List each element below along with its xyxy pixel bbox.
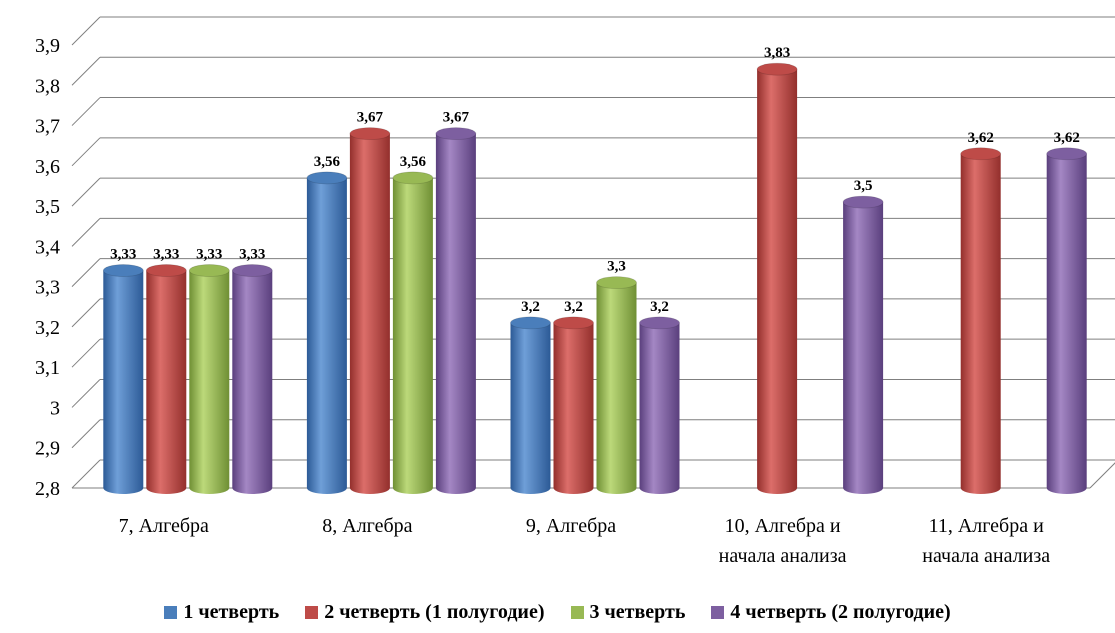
gridline	[71, 97, 1115, 126]
data-label: 3,2	[521, 299, 540, 315]
bars	[102, 62, 1088, 495]
x-category-label: 7, Алгебра	[119, 515, 209, 537]
y-axis-ticks: 2,8 2,9 3 3,1 3,2 3,3 3,4 3,5 3,6 3,7 3,8 3,9	[35, 35, 60, 500]
x-category-label: 10, Алгебра и	[725, 515, 841, 537]
data-label: 3,2	[564, 299, 583, 315]
legend-swatch-series-4	[711, 605, 725, 619]
legend-swatch-series-3	[570, 605, 584, 619]
legend-item-series-4: 4 четверть (2 полугодие)	[711, 600, 951, 624]
gridline	[71, 217, 1115, 247]
y-tick-label: 3,4	[35, 236, 60, 258]
y-tick-label: 2,8	[35, 478, 60, 500]
y-tick-label: 3,1	[35, 357, 60, 379]
legend-label-series-3: 3 четверть	[589, 600, 686, 623]
y-tick-label: 3	[50, 397, 60, 419]
legend-item-series-1: 1 четверть	[164, 601, 279, 624]
bar	[188, 264, 230, 494]
bar	[349, 127, 391, 495]
bar	[306, 171, 348, 494]
gridline	[71, 137, 1115, 167]
legend-item-series-3: 3 четверть	[570, 600, 686, 624]
bar	[102, 264, 144, 494]
y-tick-label: 3,9	[35, 35, 60, 57]
y-tick-label: 3,2	[35, 317, 60, 339]
bar	[960, 147, 1002, 494]
legend-item-series-2: 2 четверть (1 полугодие)	[305, 600, 545, 624]
gridline	[71, 16, 1115, 46]
legend-label-series-4: 4 четверть (2 полугодие)	[730, 600, 951, 623]
data-label: 3,62	[1054, 130, 1080, 146]
legend-swatch-series-1	[164, 605, 178, 619]
bar	[145, 264, 187, 494]
bar	[756, 62, 798, 494]
floor-side-edge	[1089, 462, 1115, 489]
x-axis-categories: 7, Алгебра 8, Алгебра 9, Алгебра 10, Алгебр…	[119, 515, 1051, 567]
y-tick-label: 3,8	[35, 75, 60, 97]
data-label: 3,33	[153, 247, 179, 263]
bar	[553, 316, 594, 494]
y-tick-label: 3,7	[35, 116, 60, 138]
data-label: 3,33	[196, 247, 222, 263]
data-label: 3,62	[968, 130, 994, 146]
legend-swatch-series-2	[305, 605, 319, 619]
x-category-label: 9, Алгебра	[526, 515, 616, 537]
bar	[435, 127, 477, 495]
x-category-label: 8, Алгебра	[322, 515, 412, 537]
y-tick-label: 3,6	[35, 156, 60, 178]
bar	[231, 264, 273, 494]
bar	[392, 171, 434, 494]
legend: 1 четверть 2 четверть (1 полугодие) 3 че…	[0, 594, 1115, 630]
x-category-label: 11, Алгебра и	[929, 515, 1045, 537]
bar	[842, 195, 884, 494]
bar	[639, 316, 680, 494]
data-labels: 3,33 3,33 3,33 3,33 3,56 3,67 3,56 3,67 3,2 3,2 3,…	[110, 45, 1080, 315]
data-label: 3,3	[607, 259, 626, 275]
data-label: 3,33	[110, 247, 136, 263]
legend-label-series-2: 2 четверть (1 полугодие)	[324, 600, 545, 623]
y-tick-label: 3,3	[35, 277, 60, 299]
y-tick-label: 2,9	[35, 438, 60, 460]
data-label: 3,56	[400, 154, 427, 170]
y-tick-label: 3,5	[35, 196, 60, 218]
bar	[596, 276, 637, 494]
data-label: 3,67	[357, 110, 384, 126]
gridline	[71, 56, 1115, 86]
x-category-label: начала анализа	[719, 545, 847, 567]
legend-label-series-1: 1 четверть	[183, 600, 280, 623]
data-label: 3,56	[314, 154, 341, 170]
gridline	[71, 177, 1115, 207]
data-label: 3,67	[443, 110, 470, 126]
x-category-label: начала анализа	[922, 545, 1050, 567]
data-label: 3,5	[854, 178, 873, 194]
bar	[510, 316, 551, 494]
gridline	[71, 258, 1115, 287]
data-label: 3,2	[650, 299, 669, 315]
data-label: 3,83	[764, 45, 790, 61]
bar	[1046, 147, 1088, 494]
data-label: 3,33	[239, 247, 265, 263]
